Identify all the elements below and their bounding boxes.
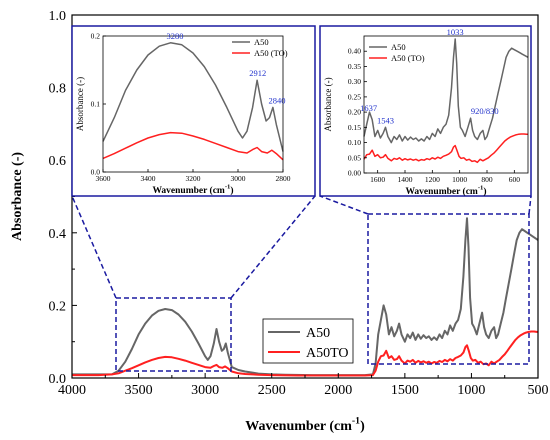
inset-right-x-axis-label: Wavenumber (cm-1) [405,185,486,197]
inset-right-ytick-label: 0.25 [348,92,361,101]
inset-right-ytick-label: 0.00 [348,169,361,178]
inset-right-xtick-label: 1000 [452,175,467,184]
main-series-a50-line [72,217,539,377]
main-chart: 4000 3500 3000 2500 2000 1500 1000 500 0.0 0.2 0.4… [10,9,549,434]
inset-left-xtick-label: 3200 [186,174,201,183]
inset-left-ytick-label: 0.2 [91,32,101,41]
main-xtick-label: 3500 [125,383,153,398]
inset-right-series-a50to-line [363,133,528,164]
inset-right: 1600 1400 1200 1000 800 600 0.00 0.05 0.10 0.15 0.… [319,25,532,197]
main-ytick-label: 0.6 [49,154,67,169]
main-legend-box [262,318,354,364]
inset-left-xtick-label: 3600 [96,174,111,183]
inset-left-series-a50-line [102,42,284,152]
zoom-box-right [367,213,530,365]
inset-left: 3600 3400 3200 3000 2800 0.0 0.1 0.2 Wavenumber … [71,25,316,197]
main-y-axis-label: Absorbance (-) [10,152,25,241]
inset-right-xtick-label: 800 [481,175,493,184]
main-ytick-label: 1.0 [49,9,67,24]
inset-right-annotation: 920/830 [471,106,499,116]
main-xtick-label: 3000 [191,383,219,398]
inset-right-series-a50-line [363,38,529,144]
inset-right-legend-label: A50 [391,42,406,52]
zoom-connector-left-a [71,195,117,299]
main-ytick-label: 0.0 [49,372,67,387]
zoom-connector-left-b [230,195,316,299]
inset-right-xtick-label: 1200 [425,175,440,184]
inset-right-ytick-label: 0.05 [348,153,361,162]
main-xtick-label: 1000 [457,383,485,398]
inset-left-y-axis-label: Absorbance (-) [75,77,85,131]
main-ytick-label: 0.8 [49,82,67,97]
inset-right-annotation: 1637 [360,103,377,113]
inset-left-xtick-label: 2800 [276,174,291,183]
inset-right-plot-frame [363,35,529,174]
main-legend-label: A50TO [306,346,349,361]
zoom-connector-right-b [528,195,532,215]
zoom-box-left [115,297,232,372]
main-x-axis-label: Wavenumber (cm-1) [245,416,365,434]
main-xtick-label: 500 [528,383,549,398]
inset-right-y-axis-label: Absorbance (-) [323,77,333,131]
inset-right-legend-label: A50 (TO) [391,53,425,63]
inset-right-annotation: 1543 [377,115,394,125]
inset-left-ytick-label: 0.0 [91,168,101,177]
inset-right-frame [319,25,532,197]
inset-right-ytick-label: 0.20 [348,108,361,117]
main-xtick-label: 4000 [58,383,86,398]
inset-right-xtick-label: 1400 [398,175,413,184]
inset-left-annotation: 2840 [269,95,286,105]
inset-left-legend-label: A50 [254,37,269,47]
inset-right-ytick-label: 0.40 [348,47,361,56]
main-xtick-label: 2000 [324,383,352,398]
inset-right-ytick-label: 0.15 [348,123,361,132]
inset-left-ytick-label: 0.1 [91,100,101,109]
main-ytick-label: 0.2 [49,299,67,314]
inset-right-ytick-label: 0.10 [348,138,361,147]
main-xtick-label: 2500 [258,383,286,398]
inset-right-ytick-label: 0.35 [348,62,361,71]
main-legend: A50 A50TO [262,318,354,364]
inset-left-x-axis-label: Wavenumber (cm-1) [152,184,233,196]
zoom-connector-right-a [319,195,369,215]
inset-left-series-a50to-line [102,131,284,161]
inset-left-annotation: 3280 [167,31,184,41]
inset-right-ytick-label: 0.30 [348,77,361,86]
inset-left-legend-label: A50 (TO) [254,48,288,58]
inset-right-xtick-label: 1600 [370,175,385,184]
main-ytick-label: 0.4 [49,227,67,242]
inset-left-annotation: 2912 [249,68,266,78]
main-legend-label: A50 [306,326,330,341]
inset-right-annotation: 1033 [447,27,464,37]
inset-right-xtick-label: 600 [509,175,521,184]
inset-left-xtick-label: 3000 [231,174,246,183]
main-xtick-label: 1500 [391,383,419,398]
main-series-a50to-line [72,330,538,377]
inset-left-xtick-label: 3400 [141,174,156,183]
